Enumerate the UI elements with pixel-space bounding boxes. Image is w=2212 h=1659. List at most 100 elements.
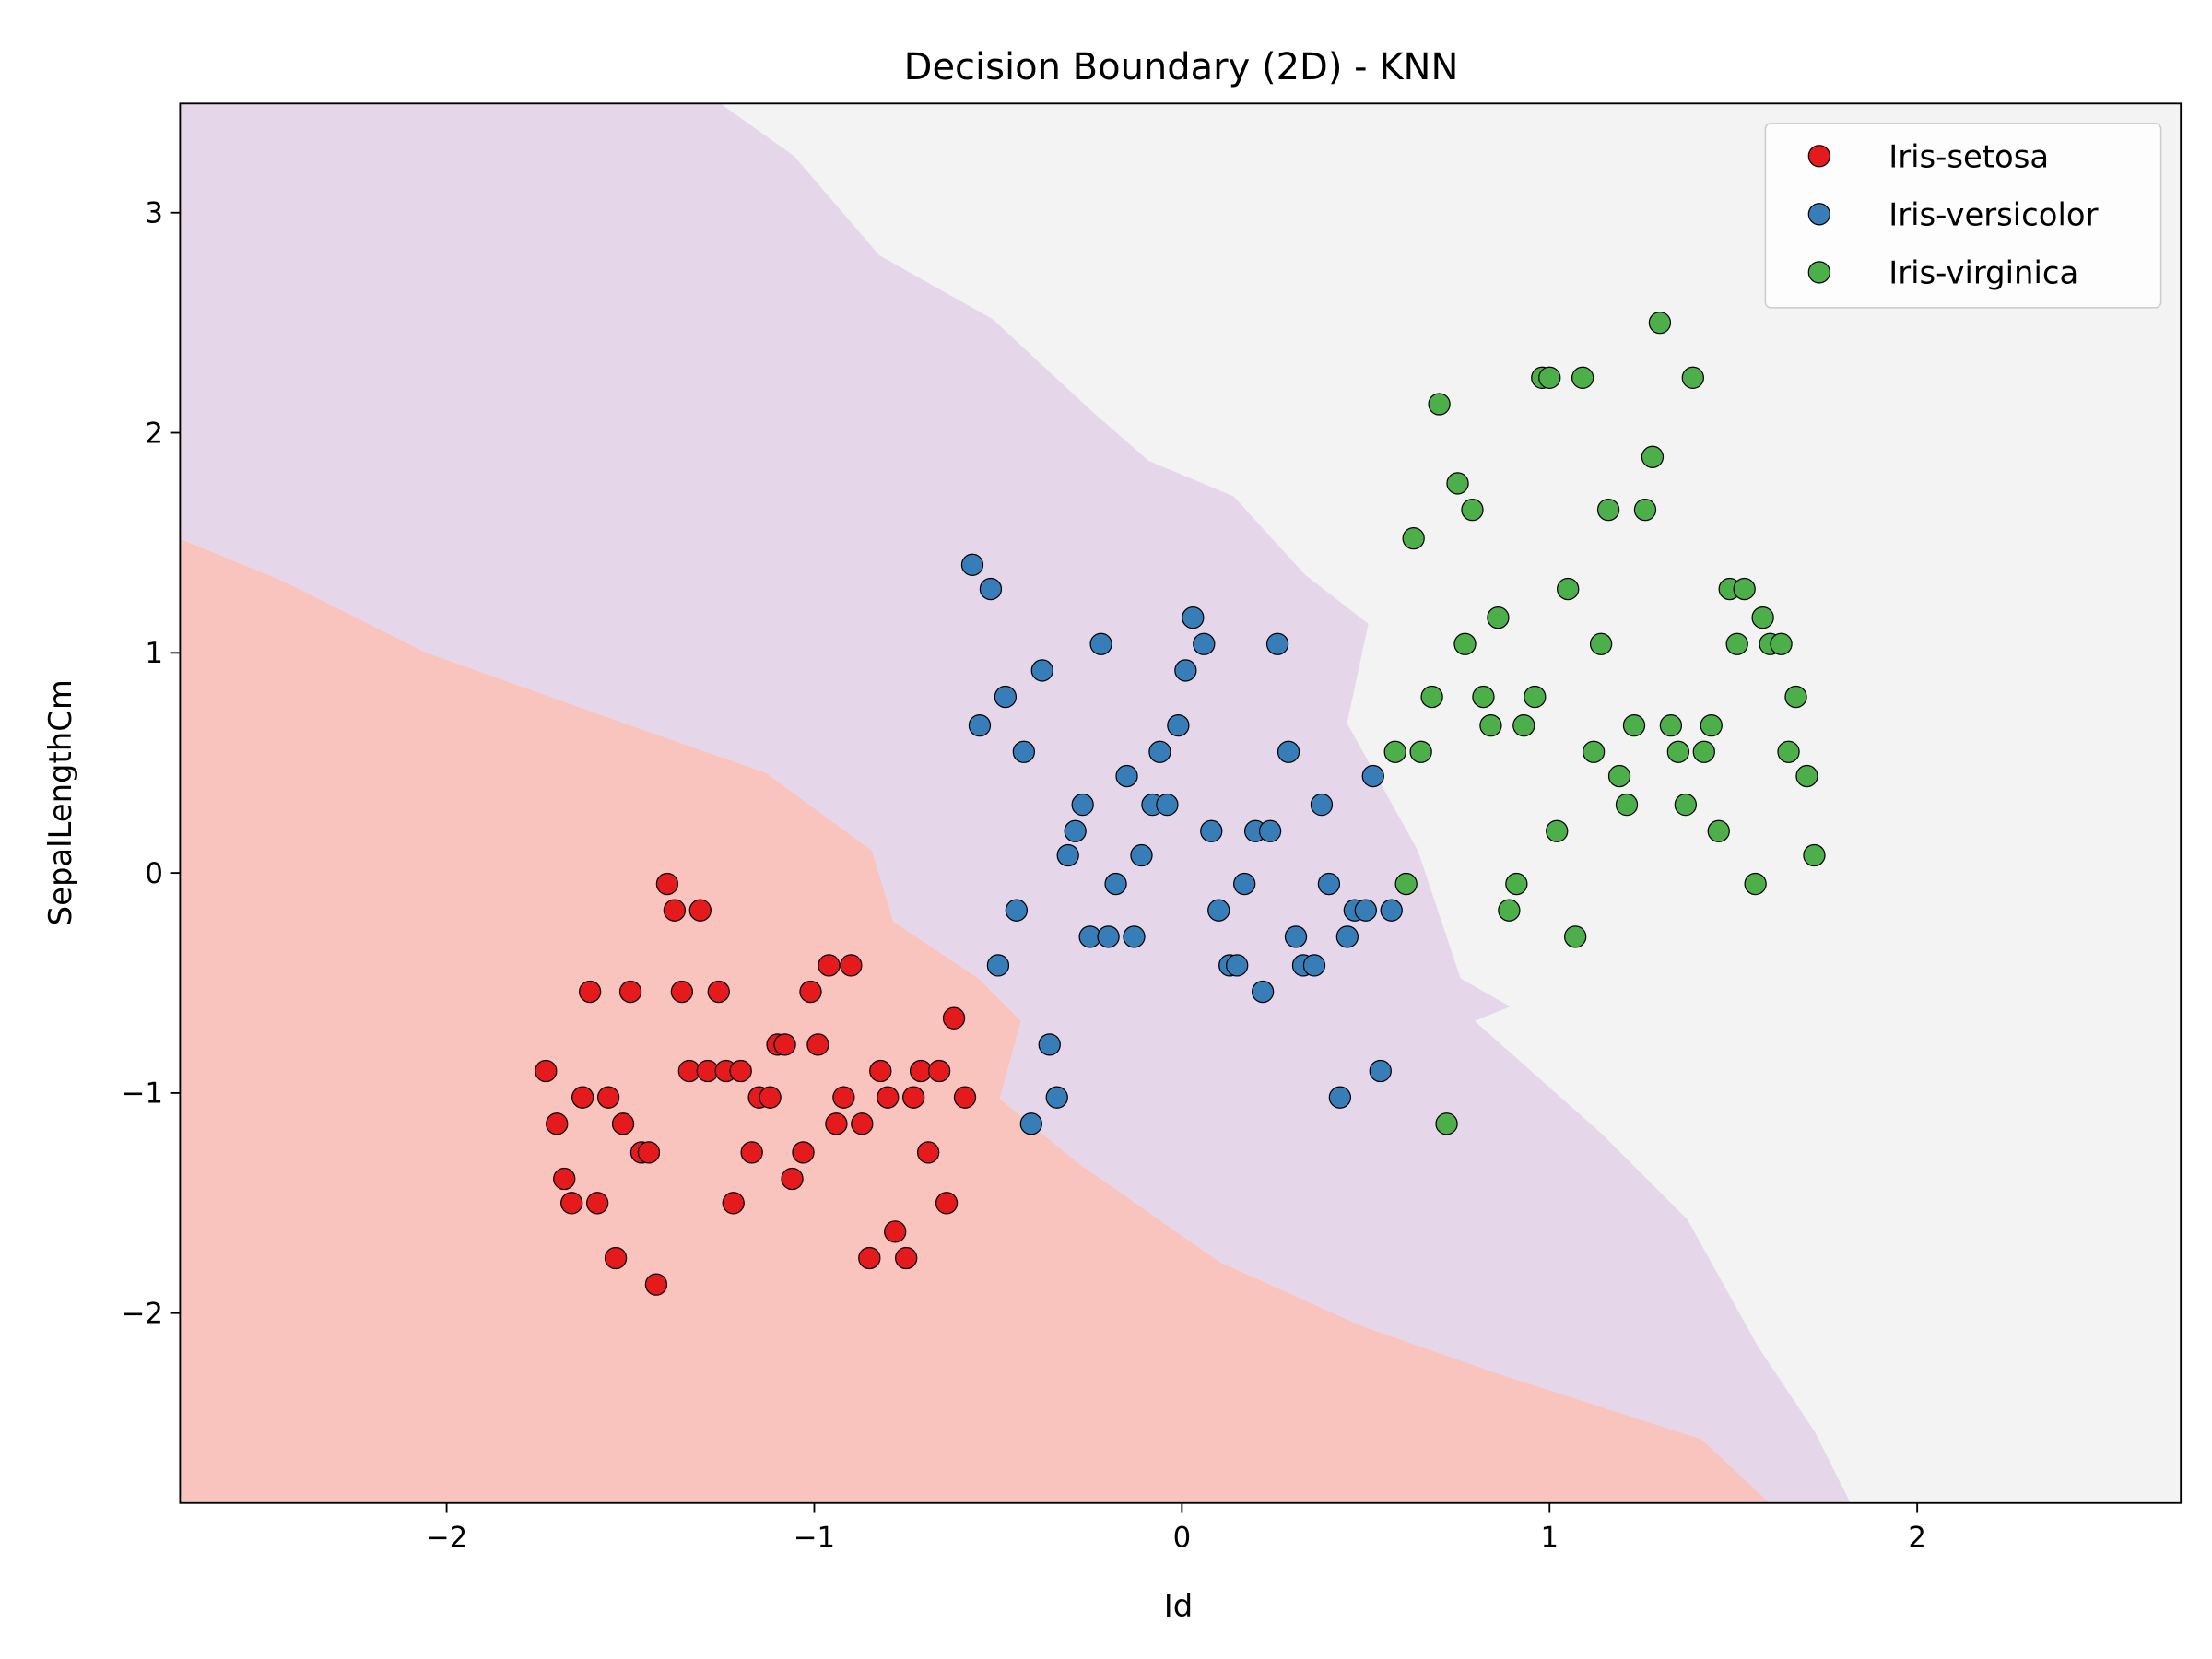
point — [729, 1059, 752, 1083]
point — [655, 872, 679, 896]
point — [1193, 632, 1216, 655]
legend: Iris-setosa Iris-versicolor Iris-virginica — [1807, 139, 2099, 291]
point — [1524, 685, 1547, 709]
point — [611, 1112, 635, 1135]
point — [585, 1192, 609, 1215]
chart-title: Decision Boundary (2D) - KNN — [904, 46, 1459, 88]
x-axis-label: Id — [1164, 1588, 1193, 1624]
point — [1666, 740, 1690, 763]
x-tick-label: 0 — [1173, 1521, 1192, 1554]
point — [1557, 577, 1580, 601]
point — [1005, 899, 1029, 922]
point — [1277, 740, 1300, 763]
point — [851, 1112, 874, 1135]
point — [895, 1246, 918, 1270]
point — [1700, 713, 1723, 737]
point — [1633, 498, 1657, 522]
point — [722, 1192, 745, 1215]
point — [1148, 740, 1171, 763]
y-tick-label: 1 — [145, 637, 163, 670]
point — [1674, 793, 1698, 817]
point — [877, 1086, 900, 1109]
point — [1409, 740, 1432, 763]
point — [916, 1141, 940, 1164]
point — [1589, 632, 1613, 655]
point — [1328, 1086, 1352, 1109]
legend-label: Iris-versicolor — [1888, 197, 2098, 233]
point — [1115, 764, 1138, 788]
point — [1284, 925, 1308, 948]
legend-marker — [1807, 261, 1831, 284]
point — [1335, 925, 1359, 948]
point — [1505, 872, 1528, 896]
point — [1317, 872, 1341, 896]
x-tick-label: 2 — [1908, 1521, 1926, 1554]
point — [618, 980, 642, 1004]
point — [858, 1246, 881, 1270]
point — [1582, 740, 1606, 763]
point — [1226, 954, 1249, 977]
point — [986, 954, 1010, 977]
y-axis-label: SepalLengthCm — [42, 679, 78, 925]
point — [578, 980, 602, 1004]
point — [979, 577, 1003, 601]
point — [935, 1192, 959, 1215]
point — [1030, 659, 1053, 682]
point — [1207, 899, 1230, 922]
point — [1641, 445, 1665, 468]
point — [596, 1086, 620, 1109]
point — [1615, 793, 1639, 817]
point — [670, 980, 694, 1004]
plot-frame — [179, 102, 2183, 1504]
point — [832, 1086, 855, 1109]
point — [1512, 713, 1535, 737]
point — [902, 1086, 925, 1109]
point — [546, 1112, 569, 1135]
point — [1056, 843, 1079, 867]
point — [1019, 1112, 1042, 1135]
legend-label: Iris-virginica — [1888, 255, 2078, 291]
point — [773, 1033, 796, 1056]
point — [825, 1112, 848, 1135]
point — [1071, 793, 1094, 817]
y-tick-label: −1 — [122, 1077, 163, 1111]
point — [1725, 632, 1748, 655]
point — [1064, 819, 1087, 842]
point — [1380, 899, 1403, 922]
point — [1369, 1059, 1392, 1083]
point — [1265, 632, 1289, 655]
point — [535, 1059, 558, 1083]
legend-label: Iris-setosa — [1888, 139, 2049, 175]
point — [604, 1246, 628, 1270]
y-tick-label: 3 — [145, 197, 163, 230]
legend-marker — [1807, 203, 1831, 226]
point — [968, 713, 992, 737]
point — [1564, 925, 1587, 948]
point — [1622, 713, 1646, 737]
point — [806, 1033, 830, 1056]
x-tick-label: −2 — [426, 1521, 467, 1554]
point — [1692, 740, 1715, 763]
point — [1174, 659, 1197, 682]
point — [1744, 872, 1767, 896]
point — [1123, 925, 1146, 948]
y-tick-label: −2 — [122, 1297, 163, 1330]
point — [942, 1006, 966, 1030]
point — [553, 1167, 576, 1191]
region-setosa — [180, 538, 1770, 1503]
point — [1012, 740, 1035, 763]
point — [1428, 393, 1451, 416]
point — [1461, 498, 1484, 522]
point — [840, 954, 863, 977]
point — [644, 1273, 668, 1296]
point — [1167, 713, 1190, 737]
point — [1472, 685, 1495, 709]
point — [1777, 740, 1800, 763]
point — [1795, 764, 1818, 788]
point — [884, 1220, 907, 1243]
point — [953, 1086, 977, 1109]
point — [1803, 843, 1826, 867]
point — [663, 899, 687, 922]
point — [1310, 793, 1334, 817]
